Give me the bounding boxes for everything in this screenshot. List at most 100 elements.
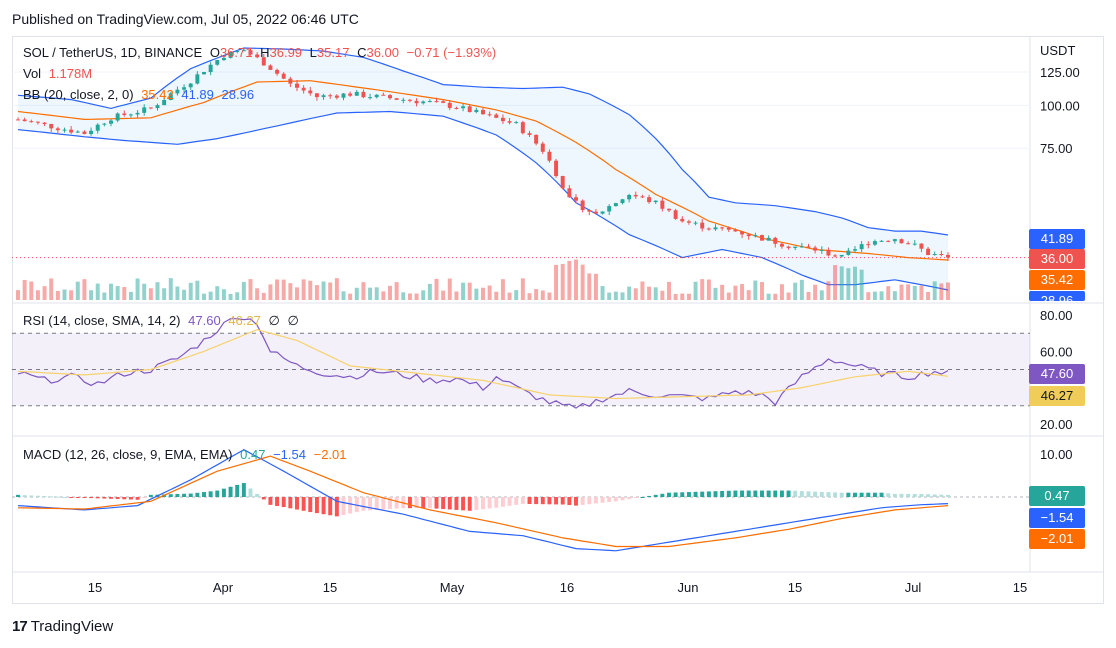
candle-body — [660, 200, 665, 209]
bb-label[interactable]: BB (20, close, 2, 0) — [23, 87, 134, 102]
macd-histogram-bar — [441, 497, 446, 510]
macd-histogram-bar — [906, 493, 911, 497]
volume-bar — [793, 282, 798, 300]
candle-body — [906, 243, 911, 245]
volume-bar — [381, 291, 386, 300]
candle-body — [135, 112, 140, 115]
macd-histogram-bar — [693, 491, 698, 497]
chart-frame[interactable] — [12, 36, 1104, 604]
macd-histogram-bar — [706, 491, 711, 497]
candle-body — [766, 237, 771, 241]
volume-bar — [162, 288, 167, 300]
macd-histogram-bar — [374, 497, 379, 510]
tag-rsi-sma: 46.27 — [1029, 386, 1085, 406]
candle-body — [454, 107, 459, 109]
volume-bar — [421, 290, 426, 300]
rsi-tick-label: 80.00 — [1040, 308, 1073, 323]
volume-bar — [540, 290, 545, 300]
volume-bar — [175, 286, 180, 300]
volume-bar — [368, 287, 373, 300]
macd-histogram-bar — [29, 495, 34, 497]
volume-bar — [833, 265, 838, 300]
candle-body — [361, 91, 366, 98]
macd-histogram-bar — [580, 497, 585, 505]
close-label: C — [357, 45, 367, 60]
volume-bar — [195, 280, 200, 300]
tradingview-brand[interactable]: 17 TradingView — [12, 618, 113, 635]
bb-upper-line — [17, 47, 949, 236]
candle-body — [188, 83, 193, 88]
candle-body — [534, 134, 539, 144]
volume-bar — [567, 260, 572, 300]
volume-bar — [779, 284, 784, 300]
volume-bar — [773, 293, 778, 300]
volume-bar — [720, 284, 725, 300]
bb-lower-value: 28.96 — [221, 87, 255, 102]
macd-histogram-bar — [102, 497, 107, 499]
macd-histogram-bar — [667, 492, 671, 497]
candle-body — [381, 94, 386, 96]
macd-line — [17, 449, 949, 552]
macd-histogram-bar — [932, 494, 937, 497]
macd-histogram-bar — [554, 497, 559, 505]
candle-body — [235, 51, 240, 53]
low-value: 35.17 — [316, 45, 350, 60]
bb-upper-value: 41.89 — [181, 87, 214, 102]
candle-body — [102, 123, 107, 125]
macd-histogram-bar — [899, 493, 904, 497]
candle-body — [75, 131, 80, 133]
volume-bar — [627, 286, 632, 300]
macd-histogram-bar — [122, 497, 127, 500]
time-tick-label: 15 — [1013, 580, 1027, 595]
rsi-line — [17, 318, 949, 409]
volume-bar — [487, 285, 492, 300]
macd-histogram-bar — [540, 497, 545, 505]
macd-histogram-bar — [55, 496, 60, 498]
candle-body — [414, 100, 419, 104]
macd-histogram-bar — [753, 490, 758, 497]
macd-histogram-bar — [514, 497, 519, 505]
volume-bar — [912, 285, 917, 300]
candle-body — [241, 50, 246, 52]
candle-body — [215, 60, 220, 65]
macd-histogram-bar — [215, 490, 220, 497]
candle-body — [813, 247, 818, 251]
tag-last-close: 36.00 — [1029, 249, 1085, 269]
volume-label[interactable]: Vol — [23, 66, 42, 81]
macd-histogram-bar — [301, 497, 306, 511]
volume-bar — [906, 284, 911, 300]
candle-body — [779, 243, 784, 247]
macd-histogram-bar — [35, 495, 40, 497]
macd-label[interactable]: MACD (12, 26, close, 9, EMA, EMA) — [23, 447, 233, 462]
grid-layer — [12, 36, 1104, 573]
candle-body — [175, 89, 180, 94]
candle-body — [620, 199, 625, 204]
candle-body — [859, 244, 864, 250]
volume-bar — [447, 278, 452, 300]
candle-body — [202, 72, 206, 75]
macd-histogram-bar — [647, 495, 652, 497]
volume-bar — [593, 273, 598, 300]
candle-body — [593, 211, 598, 214]
candle-body — [866, 244, 871, 246]
symbol-title[interactable]: SOL / TetherUS, 1D, BINANCE — [23, 45, 203, 60]
volume-bar — [680, 293, 685, 300]
macd-legend: MACD (12, 26, close, 9, EMA, EMA) 0.47 −… — [23, 447, 351, 462]
candle-body — [441, 101, 446, 103]
open-label: O — [209, 45, 220, 60]
macd-histogram-bar — [793, 490, 798, 497]
volume-bar — [467, 282, 472, 300]
candle-body — [713, 227, 718, 230]
candle-body — [567, 188, 572, 198]
candle-body — [587, 210, 592, 212]
candle-body — [228, 51, 233, 58]
rsi-label[interactable]: RSI (14, close, SMA, 14, 2) — [23, 313, 181, 328]
candle-body — [394, 98, 399, 100]
volume-bar — [128, 291, 133, 300]
macd-histogram-bar — [381, 497, 386, 510]
volume-bar — [819, 290, 824, 300]
macd-histogram-bar — [328, 497, 333, 516]
volume-bar — [500, 279, 505, 300]
macd-signal-line — [17, 455, 949, 548]
